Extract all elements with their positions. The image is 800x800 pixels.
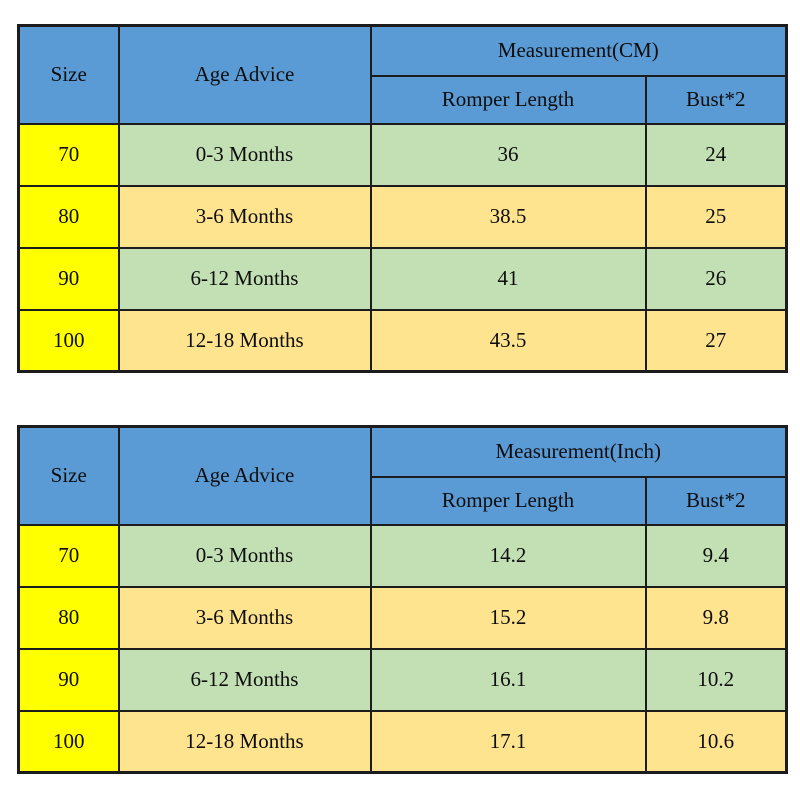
table-row-size-90: 90 6-12 Months 16.1 10.2 — [17, 647, 788, 712]
cell-age-advice: 3-6 Months — [117, 585, 372, 650]
cell-bust: 10.2 — [644, 647, 788, 712]
table-row-size-80: 80 3-6 Months 15.2 9.8 — [17, 585, 788, 650]
header-row-measurement: Size Age Advice Measurement(CM) — [17, 24, 788, 125]
header-row-subcolumns: Romper Length Bust*2 — [19, 74, 788, 125]
header-bust: Bust*2 — [644, 74, 788, 125]
cell-size: 90 — [17, 647, 120, 712]
cell-age-advice: 0-3 Months — [117, 122, 372, 187]
cell-age-advice: 0-3 Months — [117, 523, 372, 588]
cell-size: 70 — [17, 122, 120, 187]
header-bust: Bust*2 — [644, 475, 788, 526]
header-romper-length: Romper Length — [369, 475, 647, 526]
table-row-size-70: 70 0-3 Months 36 24 — [17, 122, 788, 187]
cell-bust: 27 — [644, 308, 788, 373]
cell-age-advice: 3-6 Months — [117, 184, 372, 249]
header-age-advice: Age Advice — [117, 24, 372, 125]
header-row-subcolumns: Romper Length Bust*2 — [19, 475, 788, 526]
header-age-advice: Age Advice — [117, 425, 372, 526]
header-measurement-inch: Measurement(Inch) — [369, 425, 788, 478]
cell-size: 70 — [17, 523, 120, 588]
header-measurement-cm: Measurement(CM) — [369, 24, 788, 77]
cell-romper-length: 36 — [369, 122, 647, 187]
table-row-size-70: 70 0-3 Months 14.2 9.4 — [17, 523, 788, 588]
size-chart-cm-table: Size Age Advice Measurement(CM) Romper L… — [17, 24, 788, 373]
header-size: Size — [17, 24, 120, 125]
cell-bust: 9.4 — [644, 523, 788, 588]
cell-bust: 25 — [644, 184, 788, 249]
cell-size: 90 — [17, 246, 120, 311]
cell-size: 100 — [17, 709, 120, 774]
cell-romper-length: 38.5 — [369, 184, 647, 249]
cell-size: 80 — [17, 585, 120, 650]
cell-age-advice: 12-18 Months — [117, 308, 372, 373]
header-size: Size — [17, 425, 120, 526]
cell-romper-length: 16.1 — [369, 647, 647, 712]
cell-age-advice: 6-12 Months — [117, 246, 372, 311]
cell-age-advice: 12-18 Months — [117, 709, 372, 774]
cell-romper-length: 41 — [369, 246, 647, 311]
cell-romper-length: 14.2 — [369, 523, 647, 588]
table-row-size-90: 90 6-12 Months 41 26 — [17, 246, 788, 311]
table-row-size-80: 80 3-6 Months 38.5 25 — [17, 184, 788, 249]
cell-bust: 26 — [644, 246, 788, 311]
header-row-measurement: Size Age Advice Measurement(Inch) — [17, 425, 788, 526]
cell-size: 80 — [17, 184, 120, 249]
cell-romper-length: 15.2 — [369, 585, 647, 650]
cell-size: 100 — [17, 308, 120, 373]
table-row-size-100: 100 12-18 Months 43.5 27 — [17, 308, 788, 373]
size-chart-inch-table: Size Age Advice Measurement(Inch) Romper… — [17, 425, 788, 774]
cell-bust: 9.8 — [644, 585, 788, 650]
table-row-size-100: 100 12-18 Months 17.1 10.6 — [17, 709, 788, 774]
cell-age-advice: 6-12 Months — [117, 647, 372, 712]
cell-bust: 10.6 — [644, 709, 788, 774]
header-romper-length: Romper Length — [369, 74, 647, 125]
cell-romper-length: 43.5 — [369, 308, 647, 373]
cell-romper-length: 17.1 — [369, 709, 647, 774]
cell-bust: 24 — [644, 122, 788, 187]
